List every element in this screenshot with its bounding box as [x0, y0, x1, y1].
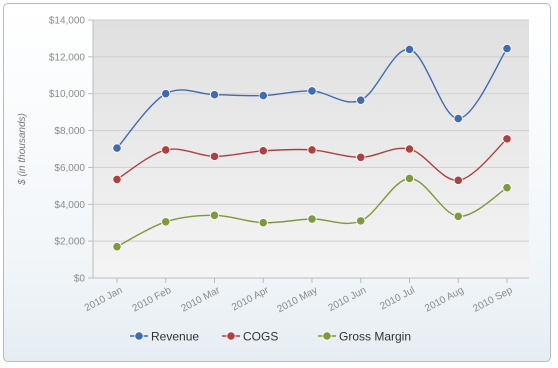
y-tick-label: $4,000 — [54, 200, 85, 211]
data-point[interactable] — [161, 89, 171, 99]
data-point[interactable] — [112, 174, 122, 185]
data-point[interactable] — [258, 90, 268, 101]
y-tick-label: $8,000 — [54, 126, 85, 137]
data-point[interactable] — [112, 242, 122, 252]
y-tick-label: $2,000 — [54, 237, 85, 248]
legend-swatch-marker — [226, 331, 236, 341]
series-line-revenue — [116, 48, 508, 149]
data-point[interactable] — [161, 145, 171, 155]
series-revenue — [112, 43, 512, 153]
data-point[interactable] — [356, 152, 366, 162]
data-point[interactable] — [404, 44, 415, 55]
y-tick-label: $10,000 — [49, 89, 86, 100]
data-point[interactable] — [356, 95, 366, 105]
data-point[interactable] — [404, 173, 415, 184]
legend-swatch-marker — [134, 331, 144, 341]
data-point[interactable] — [112, 143, 122, 153]
data-point[interactable] — [209, 151, 220, 161]
y-tick-label: $12,000 — [49, 52, 86, 63]
x-axis-ticks: 2010 Jan 2010 Feb 2010 Mar 2010 Apr 2010 May… — [83, 278, 515, 315]
data-point[interactable] — [404, 144, 415, 154]
data-point[interactable] — [209, 210, 220, 220]
legend-label: COGS — [243, 330, 278, 344]
x-tick-label: 2010 Mar — [179, 285, 222, 315]
data-point[interactable] — [307, 214, 317, 224]
legend-item-revenue[interactable]: Revenue — [130, 330, 199, 344]
data-point[interactable] — [307, 145, 317, 155]
series-group — [112, 43, 512, 252]
legend-label: Gross Margin — [339, 330, 411, 344]
data-point[interactable] — [453, 113, 463, 124]
data-point[interactable] — [209, 90, 220, 100]
data-point[interactable] — [502, 183, 512, 193]
data-point[interactable] — [258, 218, 268, 228]
legend: Revenue COGS Gross Margin — [130, 330, 411, 344]
legend-swatch-marker — [322, 331, 332, 341]
x-tick-label: 2010 Aug — [423, 285, 465, 315]
y-axis-ticks: $0 $2,000 $4,000 $6,000 $8,000 $10,000 $12,000… — [49, 16, 94, 285]
series-gross-margin — [112, 173, 512, 252]
x-tick-label: 2010 Apr — [230, 285, 271, 314]
y-tick-label: $14,000 — [49, 16, 86, 27]
data-point[interactable] — [453, 211, 463, 221]
legend-item-cogs[interactable]: COGS — [222, 330, 278, 344]
y-axis-label: $ (in thousands) — [17, 113, 28, 186]
data-point[interactable] — [307, 86, 317, 96]
x-tick-label: 2010 Jul — [378, 285, 417, 312]
x-tick-label: 2010 May — [275, 285, 319, 315]
data-point[interactable] — [161, 217, 171, 227]
x-tick-label: 2010 Jun — [327, 285, 369, 314]
x-tick-label: 2010 Sep — [471, 285, 514, 315]
x-tick-label: 2010 Jan — [83, 285, 125, 314]
series-cogs — [112, 134, 512, 185]
data-point[interactable] — [356, 216, 366, 226]
data-point[interactable] — [502, 134, 512, 144]
data-point[interactable] — [258, 146, 268, 156]
y-tick-label: $6,000 — [54, 163, 85, 174]
legend-item-gross-margin[interactable]: Gross Margin — [318, 330, 411, 344]
x-tick-label: 2010 Feb — [131, 285, 174, 315]
data-point[interactable] — [453, 175, 463, 185]
data-point[interactable] — [502, 43, 512, 54]
y-tick-label: $0 — [74, 274, 86, 285]
legend-label: Revenue — [151, 330, 199, 344]
